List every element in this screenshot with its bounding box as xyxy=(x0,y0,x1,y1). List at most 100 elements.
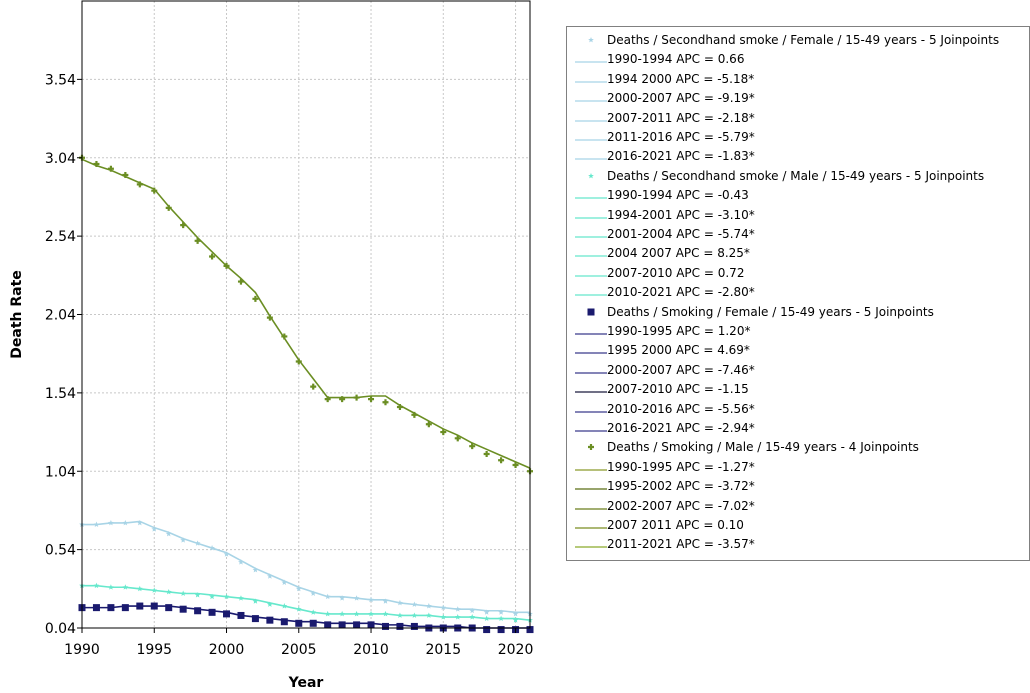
legend-segment-entry: 2000-2007 APC = -9.19* xyxy=(567,90,1029,109)
data-point xyxy=(382,399,389,406)
data-point xyxy=(310,590,317,596)
series-1 xyxy=(79,582,533,623)
legend-segment-entry: 1990-1995 APC = -1.27* xyxy=(567,459,1029,478)
legend-segment-entry: 2016-2021 APC = -1.83* xyxy=(567,148,1029,167)
axis-ticks: 0.04 0.54 1.04 1.54 2.04 2.54 3.04 3.54 1990 1995… xyxy=(45,72,534,658)
data-point xyxy=(92,604,100,612)
data-point xyxy=(367,621,375,629)
legend-line xyxy=(575,469,607,471)
data-point xyxy=(93,521,100,527)
data-point xyxy=(252,567,259,573)
legend-label: 2007 2011 APC = 0.10 xyxy=(607,518,744,532)
data-point xyxy=(108,584,114,590)
data-point xyxy=(280,618,288,626)
data-point xyxy=(108,519,114,526)
data-point xyxy=(382,610,389,617)
data-point xyxy=(469,614,476,620)
legend-segment-entry: 1995 2000 APC = 4.69* xyxy=(567,342,1029,361)
data-point xyxy=(440,614,447,620)
y-axis-title: Death Rate xyxy=(9,270,25,359)
y-tick-label: 2.04 xyxy=(45,308,76,324)
legend-line xyxy=(575,100,607,102)
y-tick-label: 3.04 xyxy=(45,151,76,167)
y-tick-label: 1.54 xyxy=(45,386,76,402)
data-point xyxy=(267,601,273,607)
legend-label: 2001-2004 APC = -5.74* xyxy=(607,227,755,241)
data-point xyxy=(180,590,187,596)
legend-label: 2011-2016 APC = -5.79* xyxy=(607,130,755,144)
data-point xyxy=(381,622,389,630)
data-point xyxy=(209,253,216,260)
legend-label: 1990-1995 APC = -1.27* xyxy=(607,459,755,474)
data-point xyxy=(397,599,403,606)
fitted-line xyxy=(81,158,531,469)
legend-label: 2010-2021 APC = -2.80* xyxy=(607,285,755,300)
legend-segment-entry: 2007-2010 APC = 0.72 xyxy=(567,265,1029,284)
data-point xyxy=(469,443,476,450)
data-point xyxy=(353,621,361,629)
legend-label: 2004 2007 APC = 8.25* xyxy=(607,246,750,261)
x-axis-title: Year xyxy=(288,675,324,691)
legend-segment-entry: 2007 2011 APC = 0.10 xyxy=(567,517,1029,536)
legend-line xyxy=(575,294,607,296)
legend-label: 1990-1994 APC = -0.43 xyxy=(607,188,749,203)
data-point xyxy=(266,616,274,624)
data-point xyxy=(237,278,244,285)
legend-segment-entry: 2011-2021 APC = -3.57* xyxy=(567,536,1029,555)
legend-label: 1990-1995 APC = 1.20* xyxy=(607,324,751,338)
legend-series-entry: Deaths / Smoking / Male / 15-49 years - … xyxy=(567,439,1029,458)
data-point xyxy=(122,584,129,590)
data-point xyxy=(251,615,259,623)
x-tick-label: 2015 xyxy=(425,642,461,658)
data-point xyxy=(483,609,490,615)
legend-marker xyxy=(587,308,595,316)
legend-segment-entry: 1995-2002 APC = -3.72* xyxy=(567,478,1029,497)
data-point xyxy=(180,537,187,543)
chart-legend: Deaths / Secondhand smoke / Female / 15-… xyxy=(566,26,1030,561)
legend-segment-entry: 2011-2016 APC = -5.79* xyxy=(567,129,1029,148)
data-point xyxy=(151,526,158,532)
data-point xyxy=(498,457,505,464)
legend-series-entry: Deaths / Secondhand smoke / Female / 15-… xyxy=(567,32,1029,51)
legend-line xyxy=(575,546,607,548)
legend-line xyxy=(575,527,607,529)
legend-line xyxy=(575,410,607,413)
legend-line xyxy=(575,488,607,490)
legend-marker xyxy=(588,444,594,451)
data-point xyxy=(368,610,374,617)
data-point xyxy=(310,383,317,390)
data-point xyxy=(107,165,114,172)
data-point xyxy=(209,545,215,551)
x-tick-label: 2020 xyxy=(498,642,534,658)
series-0 xyxy=(79,519,533,617)
legend-label: 2000-2007 APC = -7.46* xyxy=(607,362,755,377)
legend-marker xyxy=(588,37,594,43)
legend-line xyxy=(575,391,607,393)
legend-line xyxy=(575,236,607,238)
legend-line xyxy=(575,119,607,122)
data-point xyxy=(454,606,461,612)
data-point xyxy=(223,262,230,269)
data-point xyxy=(238,595,244,601)
data-point xyxy=(93,161,100,168)
x-tick-label: 1995 xyxy=(136,642,172,658)
data-point xyxy=(425,603,432,609)
data-point xyxy=(512,610,519,617)
data-point xyxy=(252,598,259,604)
legend-label: 2011-2021 APC = -3.57* xyxy=(607,537,755,552)
data-point xyxy=(324,593,331,600)
data-point xyxy=(368,596,374,603)
data-point xyxy=(410,622,418,630)
fitted-line xyxy=(82,520,530,614)
data-point xyxy=(512,461,519,468)
data-point xyxy=(238,559,244,565)
legend-line xyxy=(575,61,607,63)
data-point xyxy=(281,333,288,340)
x-tick-label: 1990 xyxy=(64,642,100,658)
legend-label: 2010-2016 APC = -5.56* xyxy=(607,401,755,416)
y-tick-label: 0.54 xyxy=(45,543,76,559)
data-point xyxy=(209,593,215,600)
data-point xyxy=(165,604,173,612)
legend-line xyxy=(575,507,607,510)
data-point xyxy=(440,604,447,611)
